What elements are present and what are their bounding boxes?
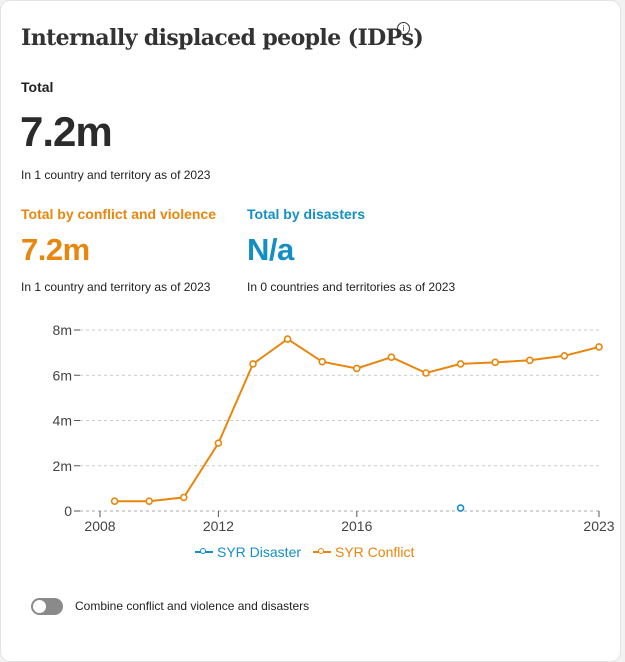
syr-conflict-point	[145, 497, 153, 506]
toggle-knob	[33, 600, 46, 613]
total-note: In 1 country and territory as of 2023	[21, 168, 211, 182]
syr-conflict-point	[214, 439, 223, 447]
legend-item-disaster[interactable]: SYR Disaster	[195, 544, 301, 560]
conflict-marker-icon	[313, 547, 331, 557]
disasters-note: In 0 countries and territories as of 202…	[247, 280, 456, 294]
syr-conflict-point	[352, 364, 361, 373]
conflict-label: Total by conflict and violence	[21, 206, 216, 222]
card-title: Internally displaced people (IDPs)	[21, 25, 424, 51]
x-tick-label: 2008	[84, 518, 115, 534]
syr-disaster-point	[456, 504, 465, 512]
y-tick-label: 8m	[53, 322, 72, 338]
conflict-note: In 1 country and territory as of 2023	[21, 280, 211, 294]
idp-line-chart: 0 2m 4m 6m 8m 2008 2012 2016 2023	[53, 322, 615, 534]
combine-toggle[interactable]	[31, 598, 63, 615]
y-tick-label: 2m	[53, 458, 72, 474]
x-tick-label: 2023	[583, 518, 614, 534]
info-icon[interactable]: i	[397, 22, 410, 35]
y-tick-label: 4m	[53, 413, 72, 429]
disasters-label: Total by disasters	[247, 206, 366, 222]
legend-item-conflict[interactable]: SYR Conflict	[313, 544, 414, 560]
combine-toggle-label: Combine conflict and violence and disast…	[75, 599, 310, 613]
y-tick-label: 0	[64, 503, 72, 519]
x-tick-label: 2012	[203, 518, 234, 534]
syr-conflict-point	[180, 493, 188, 502]
total-label: Total	[21, 79, 54, 95]
syr-conflict-point	[110, 497, 119, 506]
syr-conflict-point	[249, 360, 257, 368]
syr-conflict-point	[387, 353, 396, 361]
disaster-marker-icon	[195, 547, 213, 557]
legend-conflict-label: SYR Conflict	[335, 544, 415, 560]
syr-conflict-point	[318, 357, 327, 366]
x-tick-label: 2016	[341, 518, 372, 534]
total-value: 7.2m	[20, 108, 113, 155]
conflict-value: 7.2m	[21, 232, 90, 267]
syr-conflict-point	[595, 343, 603, 351]
syr-conflict-point	[283, 335, 292, 343]
syr-conflict-point	[456, 360, 465, 368]
syr-conflict-point	[560, 351, 569, 360]
disasters-value: N/a	[247, 232, 294, 267]
legend-disaster-label: SYR Disaster	[217, 544, 302, 560]
syr-conflict-point	[422, 369, 430, 377]
y-tick-label: 6m	[53, 367, 72, 383]
syr-conflict-point	[525, 356, 534, 365]
syr-conflict-point	[491, 358, 500, 367]
